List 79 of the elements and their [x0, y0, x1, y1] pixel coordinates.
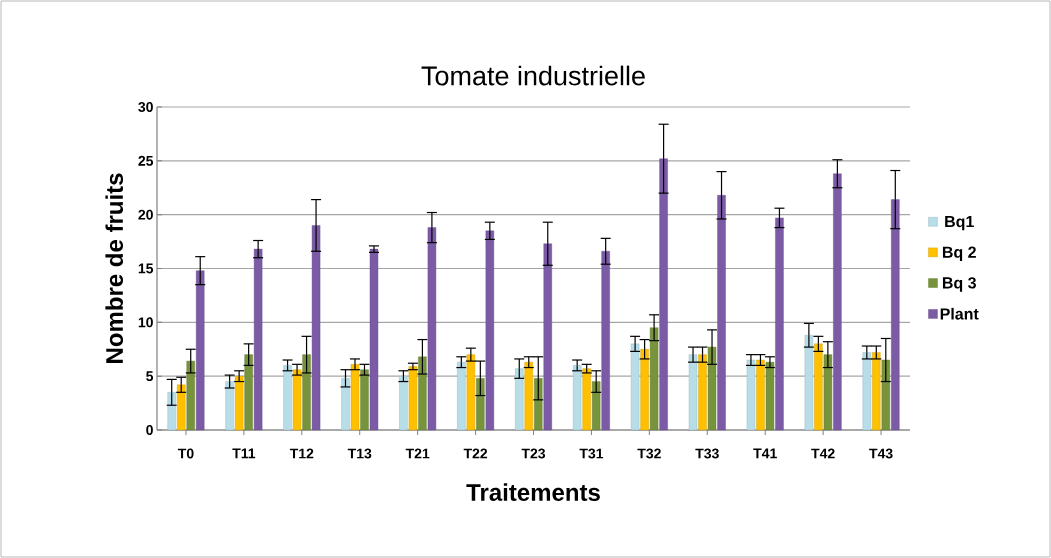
bar: [524, 361, 533, 431]
bar: [292, 369, 302, 431]
x-tick-label: T43: [869, 448, 893, 459]
bar: [823, 354, 833, 431]
bar: [369, 248, 379, 431]
bar: [408, 366, 418, 431]
y-tick-label: 25: [138, 155, 154, 166]
bar: [177, 384, 186, 431]
legend-label: Bq 2: [942, 246, 976, 262]
legend-label: Bq 3: [942, 277, 976, 292]
x-tick-label: T0: [177, 448, 194, 459]
bar: [717, 195, 726, 431]
bar: [891, 199, 900, 431]
bar: [457, 361, 466, 431]
x-tick-label: T41: [753, 448, 777, 459]
x-tick-label: T12: [289, 448, 314, 459]
y-tick-label: 20: [138, 209, 153, 220]
bar: [591, 381, 601, 431]
y-tick-label: 15: [138, 263, 154, 274]
bar: [244, 354, 253, 431]
bar: [360, 369, 369, 431]
bar: [418, 356, 427, 431]
bar: [234, 375, 244, 431]
bar: [572, 365, 582, 431]
bar: [601, 251, 610, 431]
bar: [688, 354, 698, 431]
bar: [649, 327, 659, 431]
bar: [872, 352, 881, 431]
bar: [466, 354, 476, 431]
bar: [543, 243, 552, 431]
bar: [814, 343, 823, 431]
bar: [659, 158, 668, 431]
bar: [534, 378, 543, 431]
bar: [399, 375, 408, 431]
y-axis-title: Nombre de fruits: [105, 173, 124, 363]
chart-title: Tomate industrielle: [421, 65, 645, 86]
bar: [698, 354, 707, 431]
bar: [341, 378, 350, 431]
bar: [186, 360, 195, 431]
y-tick-label: 10: [138, 317, 153, 328]
y-tick-label: 0: [146, 425, 153, 435]
bar: [756, 359, 765, 431]
x-tick-label: T21: [405, 448, 430, 459]
bar: [640, 349, 649, 431]
bar: [746, 359, 756, 431]
x-tick-label: T11: [232, 448, 256, 459]
x-tick-label: T23: [521, 448, 546, 459]
x-tick-label: T13: [347, 448, 372, 459]
bar: [476, 378, 485, 431]
bar: [225, 381, 234, 431]
y-tick-label: 5: [146, 371, 154, 382]
x-tick-label: T31: [579, 448, 604, 459]
bar: [707, 346, 717, 431]
bar: [311, 225, 321, 431]
bar: [833, 173, 842, 431]
x-axis-title: Traitements: [466, 483, 600, 501]
bar: [302, 354, 311, 431]
bar: [350, 364, 360, 431]
bar: [253, 248, 263, 431]
bar: [196, 270, 205, 431]
bar: [775, 217, 784, 431]
x-tick-label: T42: [811, 448, 835, 459]
bar: [167, 392, 176, 431]
bar: [630, 343, 640, 431]
bar: [283, 365, 292, 431]
bar: [582, 368, 591, 431]
bar: [765, 361, 775, 431]
bar: [862, 352, 871, 431]
bar: [515, 368, 524, 431]
bar: [485, 230, 495, 431]
bar: [804, 335, 814, 431]
legend-label: Bq1: [945, 216, 974, 231]
x-tick-label: T22: [463, 448, 488, 459]
bar: [881, 359, 890, 431]
bar: [427, 227, 437, 431]
x-tick-label: T32: [637, 448, 661, 459]
legend-label: Plant: [940, 307, 979, 320]
x-tick-label: T33: [695, 448, 719, 459]
y-tick-label: 30: [138, 102, 153, 112]
